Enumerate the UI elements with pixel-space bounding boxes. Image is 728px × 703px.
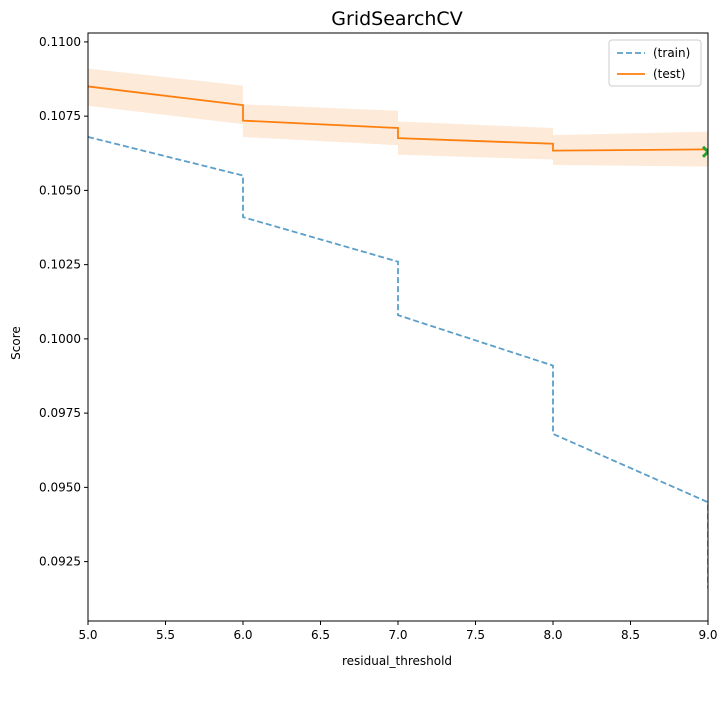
x-tick-label: 8.5 bbox=[621, 628, 640, 642]
x-tick-label: 7.0 bbox=[388, 628, 407, 642]
x-tick-label: 9.0 bbox=[698, 628, 717, 642]
y-tick-label: 0.0950 bbox=[39, 480, 81, 494]
legend: (train) (test) bbox=[608, 39, 702, 87]
legend-label-0: (train) bbox=[653, 46, 690, 60]
x-tick-label: 6.0 bbox=[233, 628, 252, 642]
series-line-0 bbox=[88, 136, 708, 589]
y-tick-label: 0.0975 bbox=[39, 406, 81, 420]
y-tick-label: 0.1100 bbox=[39, 35, 81, 49]
chart-title: GridSearchCV bbox=[331, 8, 462, 30]
y-tick-label: 0.1000 bbox=[39, 332, 81, 346]
x-tick-label: 5.0 bbox=[78, 628, 97, 642]
y-tick-label: 0.1025 bbox=[39, 258, 81, 272]
plot-area: 5.0 5.5 6.0 6.5 7.0 7.5 8.0 8.5 9.0 0.0925 0.0950 0… bbox=[39, 32, 718, 642]
x-tick-label: 6.5 bbox=[311, 628, 330, 642]
legend-label-1: (test) bbox=[653, 67, 685, 81]
series-line-1 bbox=[88, 85, 708, 152]
y-axis-label: Score bbox=[9, 326, 23, 360]
x-axis-label: residual_threshold bbox=[342, 654, 452, 668]
y-tick-label: 0.0925 bbox=[39, 555, 81, 569]
x-tick-label: 7.5 bbox=[466, 628, 485, 642]
series-band-1 bbox=[88, 68, 708, 167]
y-tick-label: 0.1075 bbox=[39, 109, 81, 123]
x-tick-label: 5.5 bbox=[156, 628, 175, 642]
y-tick-label: 0.1050 bbox=[39, 183, 81, 197]
x-tick-label: 8.0 bbox=[543, 628, 562, 642]
plot-series-group bbox=[88, 68, 708, 589]
best-score-marker bbox=[701, 145, 708, 158]
